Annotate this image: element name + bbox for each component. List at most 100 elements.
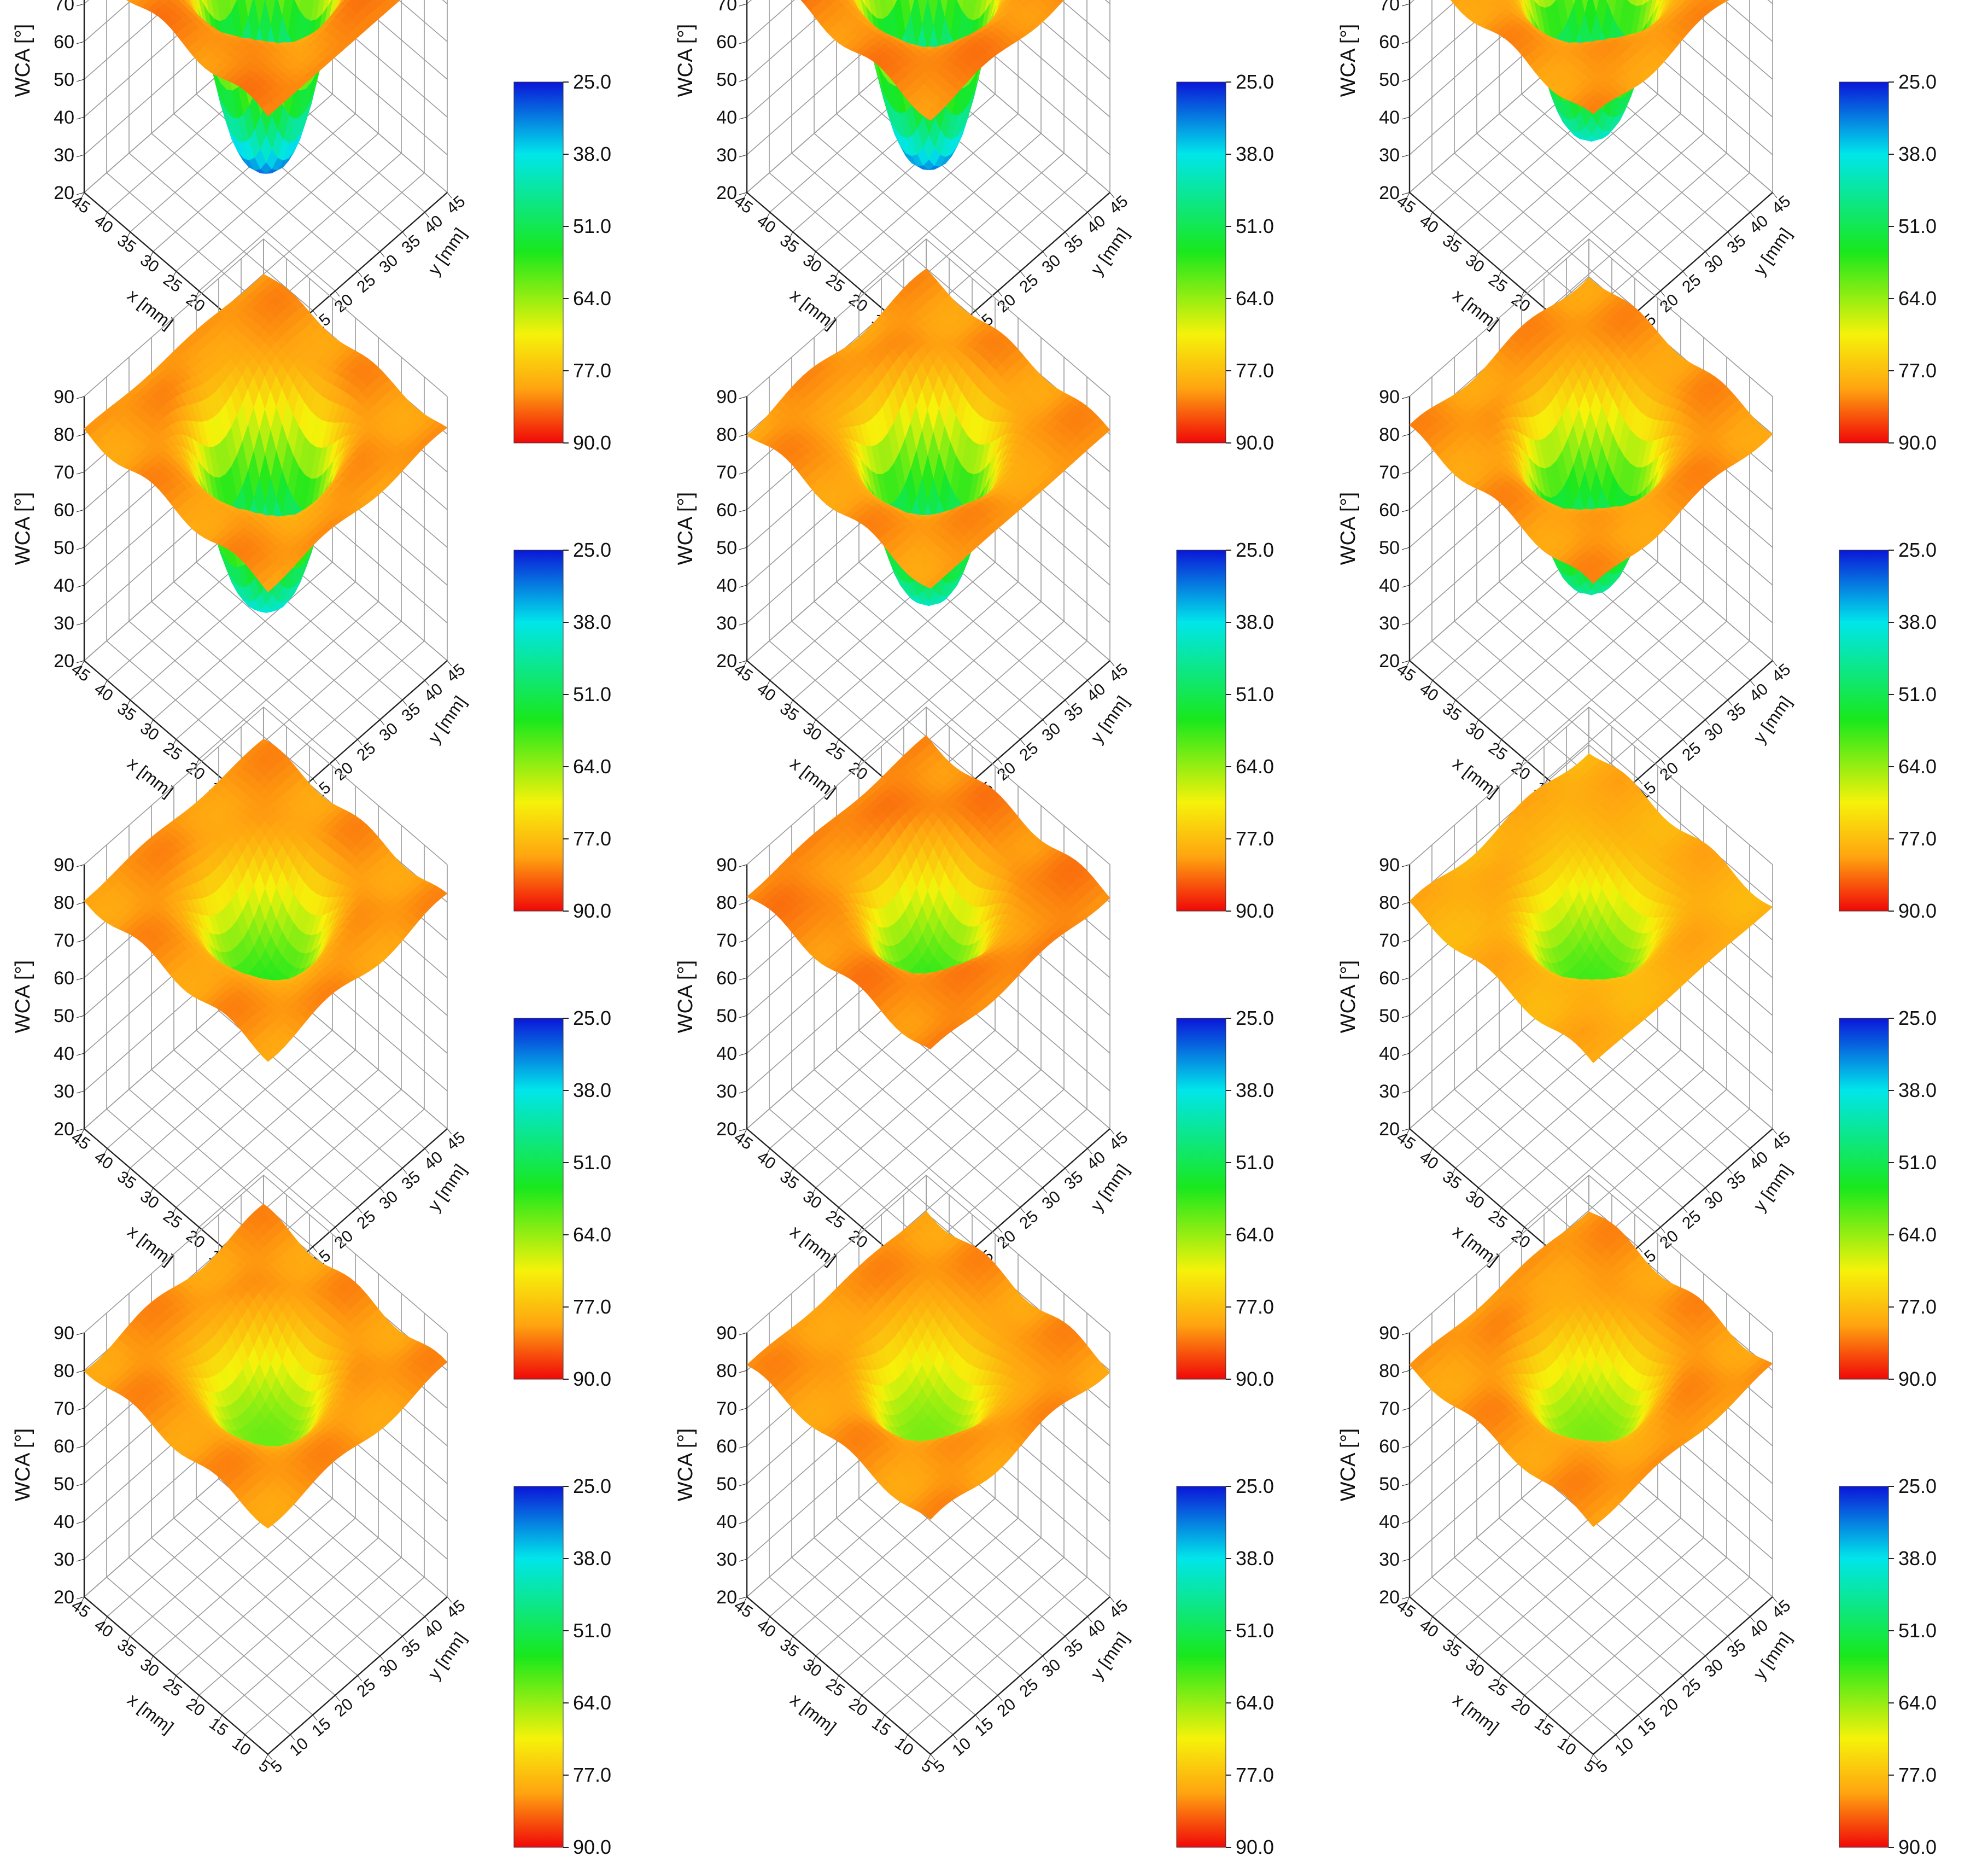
x-tick (172, 739, 177, 746)
surface-plot: 2030405060708090510152025303540455101520… (11, 238, 611, 922)
z-tick-label: 20 (54, 183, 74, 203)
wall-gridline (84, 0, 448, 118)
surface-plot: 2030405060708090510152025303540455101520… (674, 0, 1274, 454)
x-tick (1498, 271, 1502, 278)
colorbar-tick-label: 25.0 (1898, 71, 1937, 93)
wca-surface (800, 0, 1064, 171)
y-tick (1660, 290, 1665, 297)
wca-surface (746, 269, 1110, 606)
floor-gridline (1521, 94, 1706, 252)
y-tick (447, 192, 452, 199)
y-tick (997, 290, 1003, 297)
z-tick-label: 20 (716, 651, 737, 672)
x-tick-label: 20 (845, 758, 870, 784)
z-tick-label: 80 (716, 424, 737, 445)
z-tick-label: 70 (716, 462, 737, 483)
z-axis-label: WCA [°] (11, 492, 34, 565)
z-tick-label: 70 (54, 462, 74, 483)
y-tick-label: 20 (994, 758, 1020, 784)
chart-panel: 2 hours203040506070809051015202530354045… (1325, 0, 1988, 468)
surface-cell (1572, 0, 1576, 7)
x-axis-label: x [mm] (786, 753, 840, 801)
colorbar-tick-label: 25.0 (1236, 71, 1274, 93)
y-tick-label: 20 (994, 290, 1020, 316)
surface-cell (261, 579, 274, 592)
floor-gridline (196, 562, 381, 720)
colorbar-tick-label: 25.0 (573, 539, 611, 561)
chart-panel: 1 hour2030405060708090510152025303540455… (663, 0, 1325, 468)
z-tick (739, 471, 747, 475)
y-tick (1042, 251, 1048, 258)
x-tick-label: 20 (183, 758, 208, 784)
z-tick-label: 70 (716, 0, 737, 15)
wall-gridline (84, 0, 448, 80)
surface-cell (394, 0, 401, 3)
floor-gridline (836, 113, 1021, 272)
y-tick (997, 758, 1003, 765)
y-tick-label: 35 (1724, 231, 1750, 257)
z-tick (739, 509, 747, 512)
colorbar-tick-label: 90.0 (1236, 431, 1274, 454)
surface-plot: 2030405060708090510152025303540455101520… (1337, 0, 1937, 454)
colorbar-tick-label: 51.0 (573, 215, 611, 237)
y-tick-label: 20 (331, 290, 357, 316)
z-tick (739, 585, 747, 588)
y-tick (1042, 719, 1048, 726)
z-tick (1401, 79, 1410, 82)
x-tick-label: 20 (183, 290, 208, 316)
y-tick-label: 45 (1106, 660, 1132, 686)
x-tick-label: 40 (91, 212, 116, 237)
y-tick (1109, 660, 1115, 667)
colorbar-tick-label: 64.0 (1236, 287, 1274, 310)
x-tick (1429, 212, 1433, 219)
x-tick (172, 271, 177, 278)
y-tick (1020, 271, 1025, 277)
colorbar-tick-label: 77.0 (573, 827, 611, 850)
z-axis-label: WCA [°] (11, 24, 34, 97)
y-tick-label: 35 (1061, 231, 1087, 257)
y-tick-label: 20 (1657, 290, 1682, 316)
z-tick (76, 434, 85, 437)
z-tick (739, 116, 747, 120)
colorbar-tick-label: 64.0 (1898, 287, 1937, 310)
z-tick (76, 660, 85, 663)
y-tick (1087, 680, 1092, 686)
x-tick (789, 231, 793, 239)
colorbar-tick-label: 64.0 (573, 755, 611, 778)
y-tick (312, 310, 318, 317)
y-tick (335, 290, 340, 297)
z-tick-label: 50 (1379, 69, 1400, 90)
x-tick-label: 40 (753, 680, 779, 705)
wall-gridline (1409, 0, 1773, 80)
z-tick (76, 509, 85, 512)
z-tick (76, 3, 85, 7)
colorbar-tick-label: 77.0 (1898, 359, 1937, 382)
z-axis-label: WCA [°] (674, 492, 697, 565)
colorbar-tick-label: 25.0 (573, 71, 611, 93)
z-tick-label: 40 (1379, 107, 1400, 128)
colorbar-tick-label: 77.0 (573, 359, 611, 382)
x-tick-label: 25 (160, 271, 185, 296)
wall-gridline (746, 0, 1110, 80)
z-tick (76, 79, 85, 82)
wall-gridline (746, 0, 1110, 155)
x-tick-label: 30 (137, 719, 162, 744)
wall-gridline (1409, 0, 1773, 118)
y-tick-label: 45 (443, 660, 469, 686)
z-tick-label: 20 (1379, 183, 1400, 203)
y-tick (402, 699, 407, 706)
z-tick-label: 20 (54, 651, 74, 672)
x-tick (126, 699, 131, 707)
x-tick (195, 290, 200, 298)
y-tick (1065, 699, 1070, 706)
x-tick-label: 35 (776, 231, 802, 256)
surface-cell (1028, 0, 1034, 3)
z-tick-label: 60 (1379, 32, 1400, 52)
surface-cell (1581, 0, 1589, 14)
x-tick (812, 251, 816, 259)
x-tick-label: 30 (799, 251, 825, 276)
floor-gridline (173, 581, 358, 740)
z-tick (739, 622, 747, 626)
z-tick (739, 547, 747, 550)
z-tick-label: 60 (716, 32, 737, 52)
